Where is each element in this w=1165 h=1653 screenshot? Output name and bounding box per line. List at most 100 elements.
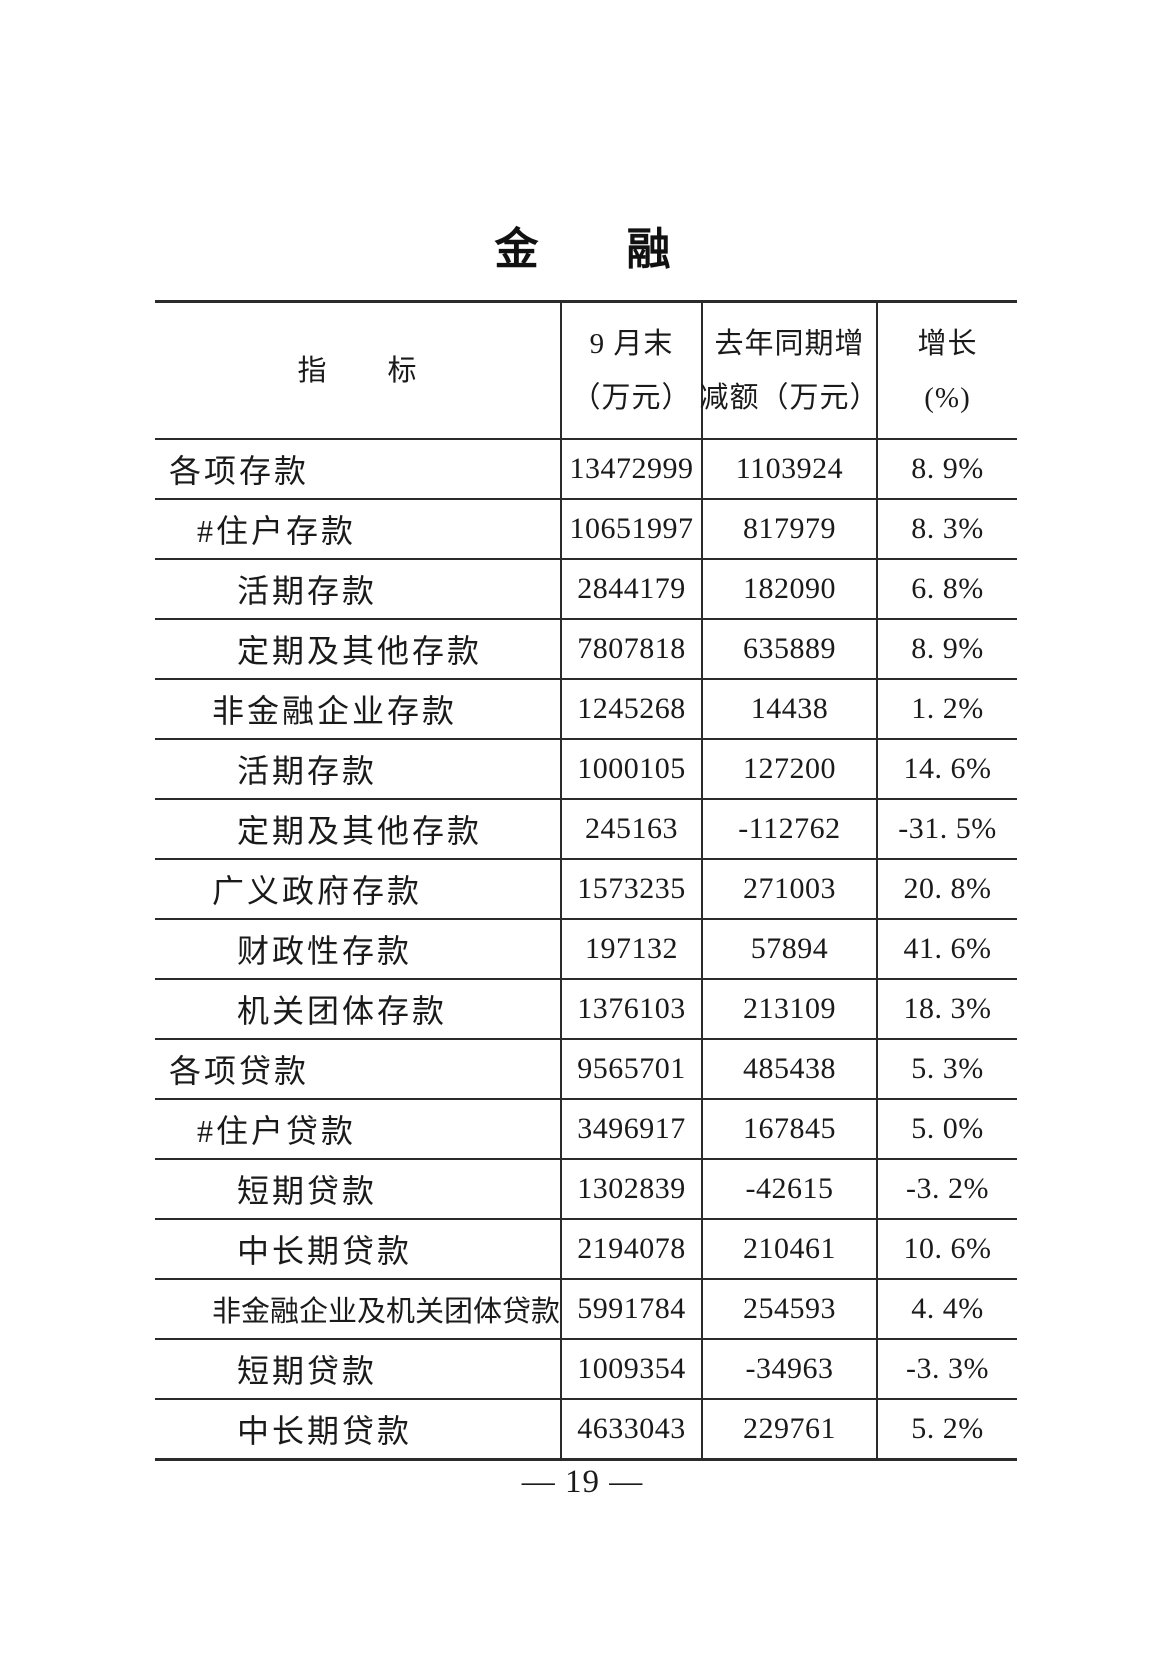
header-indicator: 指 标 [155, 303, 562, 438]
indicator-cell: #住户存款 [155, 500, 562, 558]
value-cell: 197132 [562, 920, 703, 978]
change-cell: -42615 [703, 1160, 878, 1218]
indicator-cell: 非金融企业及机关团体贷款 [155, 1280, 562, 1338]
header-yoy-change: 去年同期增 减额（万元） [699, 303, 880, 438]
table-header-row: 指 标 9 月末 （万元） 去年同期增 减额（万元） 增长 (%) [155, 303, 1017, 440]
value-cell: 10651997 [562, 500, 703, 558]
growth-cell: 6. 8% [911, 572, 984, 605]
growth-cell: 18. 3% [903, 992, 992, 1025]
change-cell: 213109 [703, 980, 878, 1038]
change-cell: 14438 [703, 680, 878, 738]
change-cell: -34963 [703, 1340, 878, 1398]
table-row: 财政性存款 197132 57894 41. 6% [155, 920, 1017, 980]
indicator-cell: 定期及其他存款 [155, 620, 562, 678]
table-row: 各项贷款 9565701 485438 5. 3% [155, 1040, 1017, 1100]
growth-cell: -3. 2% [906, 1172, 989, 1205]
indicator-cell: 机关团体存款 [155, 980, 562, 1038]
growth-cell: 8. 9% [911, 452, 984, 485]
indicator-cell: #住户贷款 [155, 1100, 562, 1158]
table-row: 中长期贷款 2194078 210461 10. 6% [155, 1220, 1017, 1280]
indicator-cell: 非金融企业存款 [155, 680, 562, 738]
indicator-cell: 中长期贷款 [155, 1220, 562, 1278]
indicator-cell: 中长期贷款 [155, 1400, 562, 1458]
growth-cell: 10. 6% [903, 1232, 992, 1265]
table-row: 短期贷款 1302839 -42615 -3. 2% [155, 1160, 1017, 1220]
table-body: 各项存款 13472999 1103924 8. 9% #住户存款 10651997 817… [155, 440, 1017, 1461]
change-cell: 210461 [703, 1220, 878, 1278]
value-cell: 3496917 [562, 1100, 703, 1158]
indicator-cell: 定期及其他存款 [155, 800, 562, 858]
indicator-cell: 各项贷款 [155, 1040, 562, 1098]
table-row: #住户存款 10651997 817979 8. 3% [155, 500, 1017, 560]
growth-cell: 1. 2% [911, 692, 984, 725]
growth-cell: 8. 9% [911, 632, 984, 665]
change-cell: -112762 [703, 800, 878, 858]
growth-cell: 14. 6% [903, 752, 992, 785]
value-cell: 4633043 [562, 1400, 703, 1458]
table-row: 中长期贷款 4633043 229761 5. 2% [155, 1400, 1017, 1461]
value-cell: 2194078 [562, 1220, 703, 1278]
indicator-cell: 广义政府存款 [155, 860, 562, 918]
value-cell: 1302839 [562, 1160, 703, 1218]
growth-cell: 5. 0% [911, 1112, 984, 1145]
header-end-of-september-line1: 9 月末 [589, 327, 674, 360]
change-cell: 182090 [703, 560, 878, 618]
table-row: #住户贷款 3496917 167845 5. 0% [155, 1100, 1017, 1160]
table-row: 活期存款 2844179 182090 6. 8% [155, 560, 1017, 620]
table-row: 广义政府存款 1573235 271003 20. 8% [155, 860, 1017, 920]
change-cell: 167845 [703, 1100, 878, 1158]
header-end-of-september: 9 月末 （万元） [562, 303, 703, 438]
change-cell: 254593 [703, 1280, 878, 1338]
change-cell: 127200 [703, 740, 878, 798]
change-cell: 817979 [703, 500, 878, 558]
table-row: 定期及其他存款 245163 -112762 -31. 5% [155, 800, 1017, 860]
page-title: 金 融 [494, 224, 671, 275]
table-row: 短期贷款 1009354 -34963 -3. 3% [155, 1340, 1017, 1400]
growth-cell: -3. 3% [906, 1352, 989, 1385]
indicator-cell: 活期存款 [155, 740, 562, 798]
growth-cell: 5. 2% [911, 1412, 984, 1445]
change-cell: 57894 [703, 920, 878, 978]
change-cell: 635889 [703, 620, 878, 678]
value-cell: 1000105 [562, 740, 703, 798]
header-end-of-september-line2: （万元） [571, 381, 692, 414]
indicator-cell: 财政性存款 [155, 920, 562, 978]
value-cell: 245163 [562, 800, 703, 858]
change-cell: 271003 [703, 860, 878, 918]
indicator-cell: 各项存款 [155, 440, 562, 498]
header-growth-percent-line2: (%) [924, 381, 971, 414]
header-growth-percent: 增长 (%) [878, 303, 1017, 438]
table-row: 活期存款 1000105 127200 14. 6% [155, 740, 1017, 800]
table-row: 非金融企业存款 1245268 14438 1. 2% [155, 680, 1017, 740]
value-cell: 1573235 [562, 860, 703, 918]
table-row: 定期及其他存款 7807818 635889 8. 9% [155, 620, 1017, 680]
growth-cell: 41. 6% [903, 932, 992, 965]
finance-table: 指 标 9 月末 （万元） 去年同期增 减额（万元） 增长 (%) 各项存款 13… [155, 300, 1017, 1461]
indicator-cell: 短期贷款 [155, 1160, 562, 1218]
change-cell: 485438 [703, 1040, 878, 1098]
growth-cell: 4. 4% [911, 1292, 984, 1325]
change-cell: 1103924 [703, 440, 878, 498]
table-row: 各项存款 13472999 1103924 8. 9% [155, 440, 1017, 500]
growth-cell: 20. 8% [903, 872, 992, 905]
header-yoy-change-line1: 去年同期增 [714, 327, 865, 360]
value-cell: 1376103 [562, 980, 703, 1038]
value-cell: 9565701 [562, 1040, 703, 1098]
indicator-cell: 活期存款 [155, 560, 562, 618]
value-cell: 13472999 [562, 440, 703, 498]
page-number: — 19 — [521, 1464, 644, 1500]
value-cell: 1245268 [562, 680, 703, 738]
value-cell: 5991784 [562, 1280, 703, 1338]
value-cell: 7807818 [562, 620, 703, 678]
growth-cell: 5. 3% [911, 1052, 984, 1085]
growth-cell: 8. 3% [911, 512, 984, 545]
table-row: 机关团体存款 1376103 213109 18. 3% [155, 980, 1017, 1040]
value-cell: 2844179 [562, 560, 703, 618]
header-indicator-label: 指 标 [297, 354, 418, 387]
table-row: 非金融企业及机关团体贷款 5991784 254593 4. 4% [155, 1280, 1017, 1340]
change-cell: 229761 [703, 1400, 878, 1458]
header-yoy-change-line2: 减额（万元） [699, 381, 880, 414]
value-cell: 1009354 [562, 1340, 703, 1398]
growth-cell: -31. 5% [898, 812, 997, 845]
